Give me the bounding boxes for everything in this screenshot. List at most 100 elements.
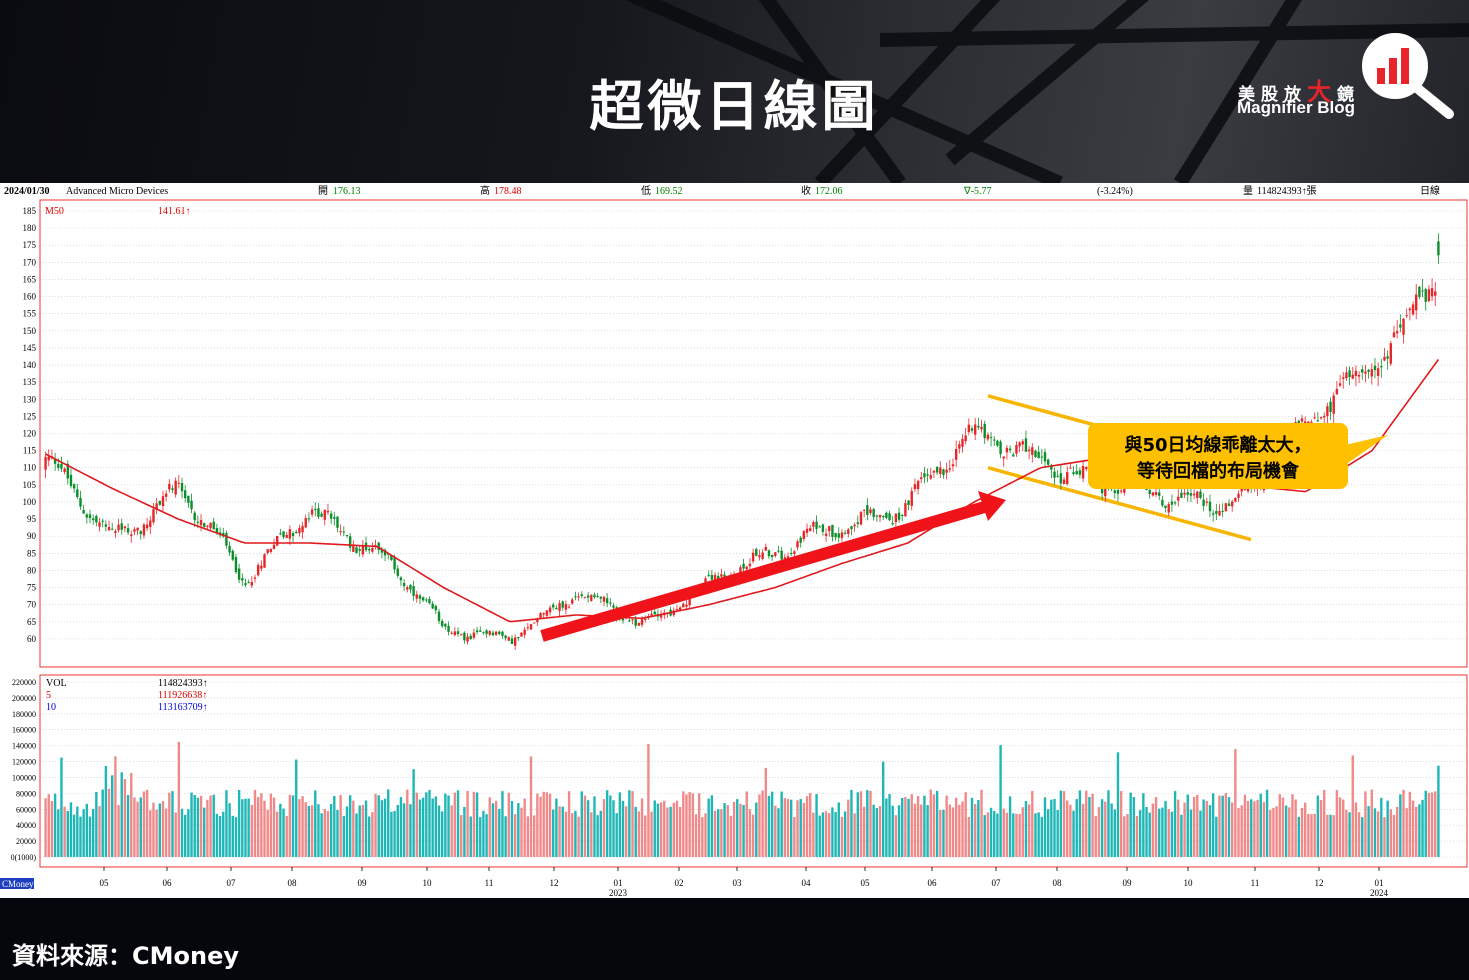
price-tick-label: 175 <box>23 240 37 250</box>
volume-bar <box>891 805 894 857</box>
candle-body <box>1154 492 1158 495</box>
price-tick-label: 60 <box>27 634 37 644</box>
price-tick-label: 120 <box>23 429 37 439</box>
volume-tick-label: 40000 <box>16 821 36 830</box>
volume-bar <box>47 794 50 857</box>
candle-body <box>406 587 409 590</box>
candle-body <box>1326 406 1329 417</box>
candle-body <box>609 602 612 604</box>
volume-bar <box>190 792 193 857</box>
volume-bar <box>295 759 298 857</box>
candle-body <box>567 606 571 608</box>
volume-tick-label: 160000 <box>12 726 36 735</box>
volume-bar <box>555 798 558 857</box>
month-label: 10 <box>423 878 433 888</box>
volume-bar <box>866 790 869 857</box>
candle-body <box>272 544 276 550</box>
volume-bar <box>1415 806 1418 857</box>
volume-bar <box>275 811 279 857</box>
candle-body <box>571 599 574 604</box>
candle-body <box>764 547 767 551</box>
volume-bar <box>605 790 609 857</box>
volume-bar <box>114 756 117 857</box>
candle-body <box>920 477 923 480</box>
volume-bar <box>1240 805 1243 857</box>
volume-bar <box>1138 810 1142 857</box>
candle-body <box>520 632 523 637</box>
candle-body <box>234 557 238 573</box>
volume-bar <box>266 809 269 857</box>
volume-bar <box>1342 799 1345 857</box>
candle-body <box>904 503 907 517</box>
volume-bar <box>501 791 504 857</box>
candle-body <box>942 469 945 475</box>
price-tick-label: 70 <box>27 600 37 610</box>
candle-body <box>847 529 850 534</box>
candle-body <box>1367 369 1370 372</box>
volume-bar <box>631 791 634 857</box>
candle-body <box>456 631 460 635</box>
candle-body <box>713 574 717 583</box>
volume-bar <box>786 799 790 857</box>
volume-bar <box>939 809 942 857</box>
volume-bar <box>494 800 498 857</box>
volume-bar <box>970 797 974 857</box>
candle-body <box>675 609 679 611</box>
candle-body <box>1319 417 1323 419</box>
volume-bar <box>387 789 390 857</box>
candle-body <box>901 515 904 517</box>
volume-bar <box>1066 800 1069 857</box>
candle-body <box>149 520 152 527</box>
volume-bar <box>199 795 203 857</box>
price-tick-label: 75 <box>27 583 37 593</box>
volume-bar <box>717 809 720 857</box>
candle-body <box>241 578 244 581</box>
volume-bar <box>780 791 783 857</box>
month-label: 08 <box>288 878 298 888</box>
volume-bar <box>983 815 986 857</box>
volume-bar <box>279 803 282 857</box>
volume-bar <box>1275 806 1278 857</box>
volume-bar <box>783 798 787 857</box>
candle-body <box>1059 473 1063 484</box>
price-tick-label: 90 <box>27 531 37 541</box>
volume-bar <box>805 796 809 857</box>
low-label: 低 <box>641 184 651 197</box>
price-axis: 185 180 175 170 165 160 155 150 145 140 135 130 125 1… <box>23 206 37 644</box>
candle-body <box>831 524 834 537</box>
volume-bar <box>986 812 990 857</box>
volume-bar <box>1250 799 1253 857</box>
volume-bar <box>1351 755 1354 857</box>
volume-bar <box>1215 816 1218 857</box>
volume-axis: 220000 200000 180000 160000 140000 120000 1000… <box>11 678 37 862</box>
candle-body <box>1300 418 1304 422</box>
candle-body <box>263 554 266 568</box>
candle-body <box>101 520 104 522</box>
volume-bar <box>1313 813 1316 857</box>
volume-bar <box>1218 795 1221 857</box>
volume-bar <box>158 803 162 857</box>
month-label: 09 <box>1123 878 1133 888</box>
volume-bar <box>85 803 89 857</box>
candle-body <box>818 526 821 528</box>
candle-body <box>1192 493 1196 496</box>
candle-body <box>434 605 438 611</box>
candle-body <box>796 541 799 548</box>
candle-body <box>1434 291 1437 296</box>
month-label: 07 <box>992 878 1002 888</box>
candle-body <box>1008 448 1012 451</box>
candle-body <box>494 631 498 635</box>
candle-body <box>1215 511 1218 514</box>
volume-bar <box>88 816 92 857</box>
volume-bar <box>348 795 352 857</box>
volume-bar <box>193 794 196 857</box>
candle-body <box>421 597 425 601</box>
candle-body <box>542 613 545 615</box>
volume-bar <box>526 816 530 857</box>
candle-body <box>269 548 273 552</box>
volume-bar <box>126 795 130 857</box>
candle-body <box>1034 450 1037 457</box>
volume-bar <box>663 800 666 857</box>
candle-body <box>472 632 476 638</box>
candle-body <box>539 613 542 619</box>
